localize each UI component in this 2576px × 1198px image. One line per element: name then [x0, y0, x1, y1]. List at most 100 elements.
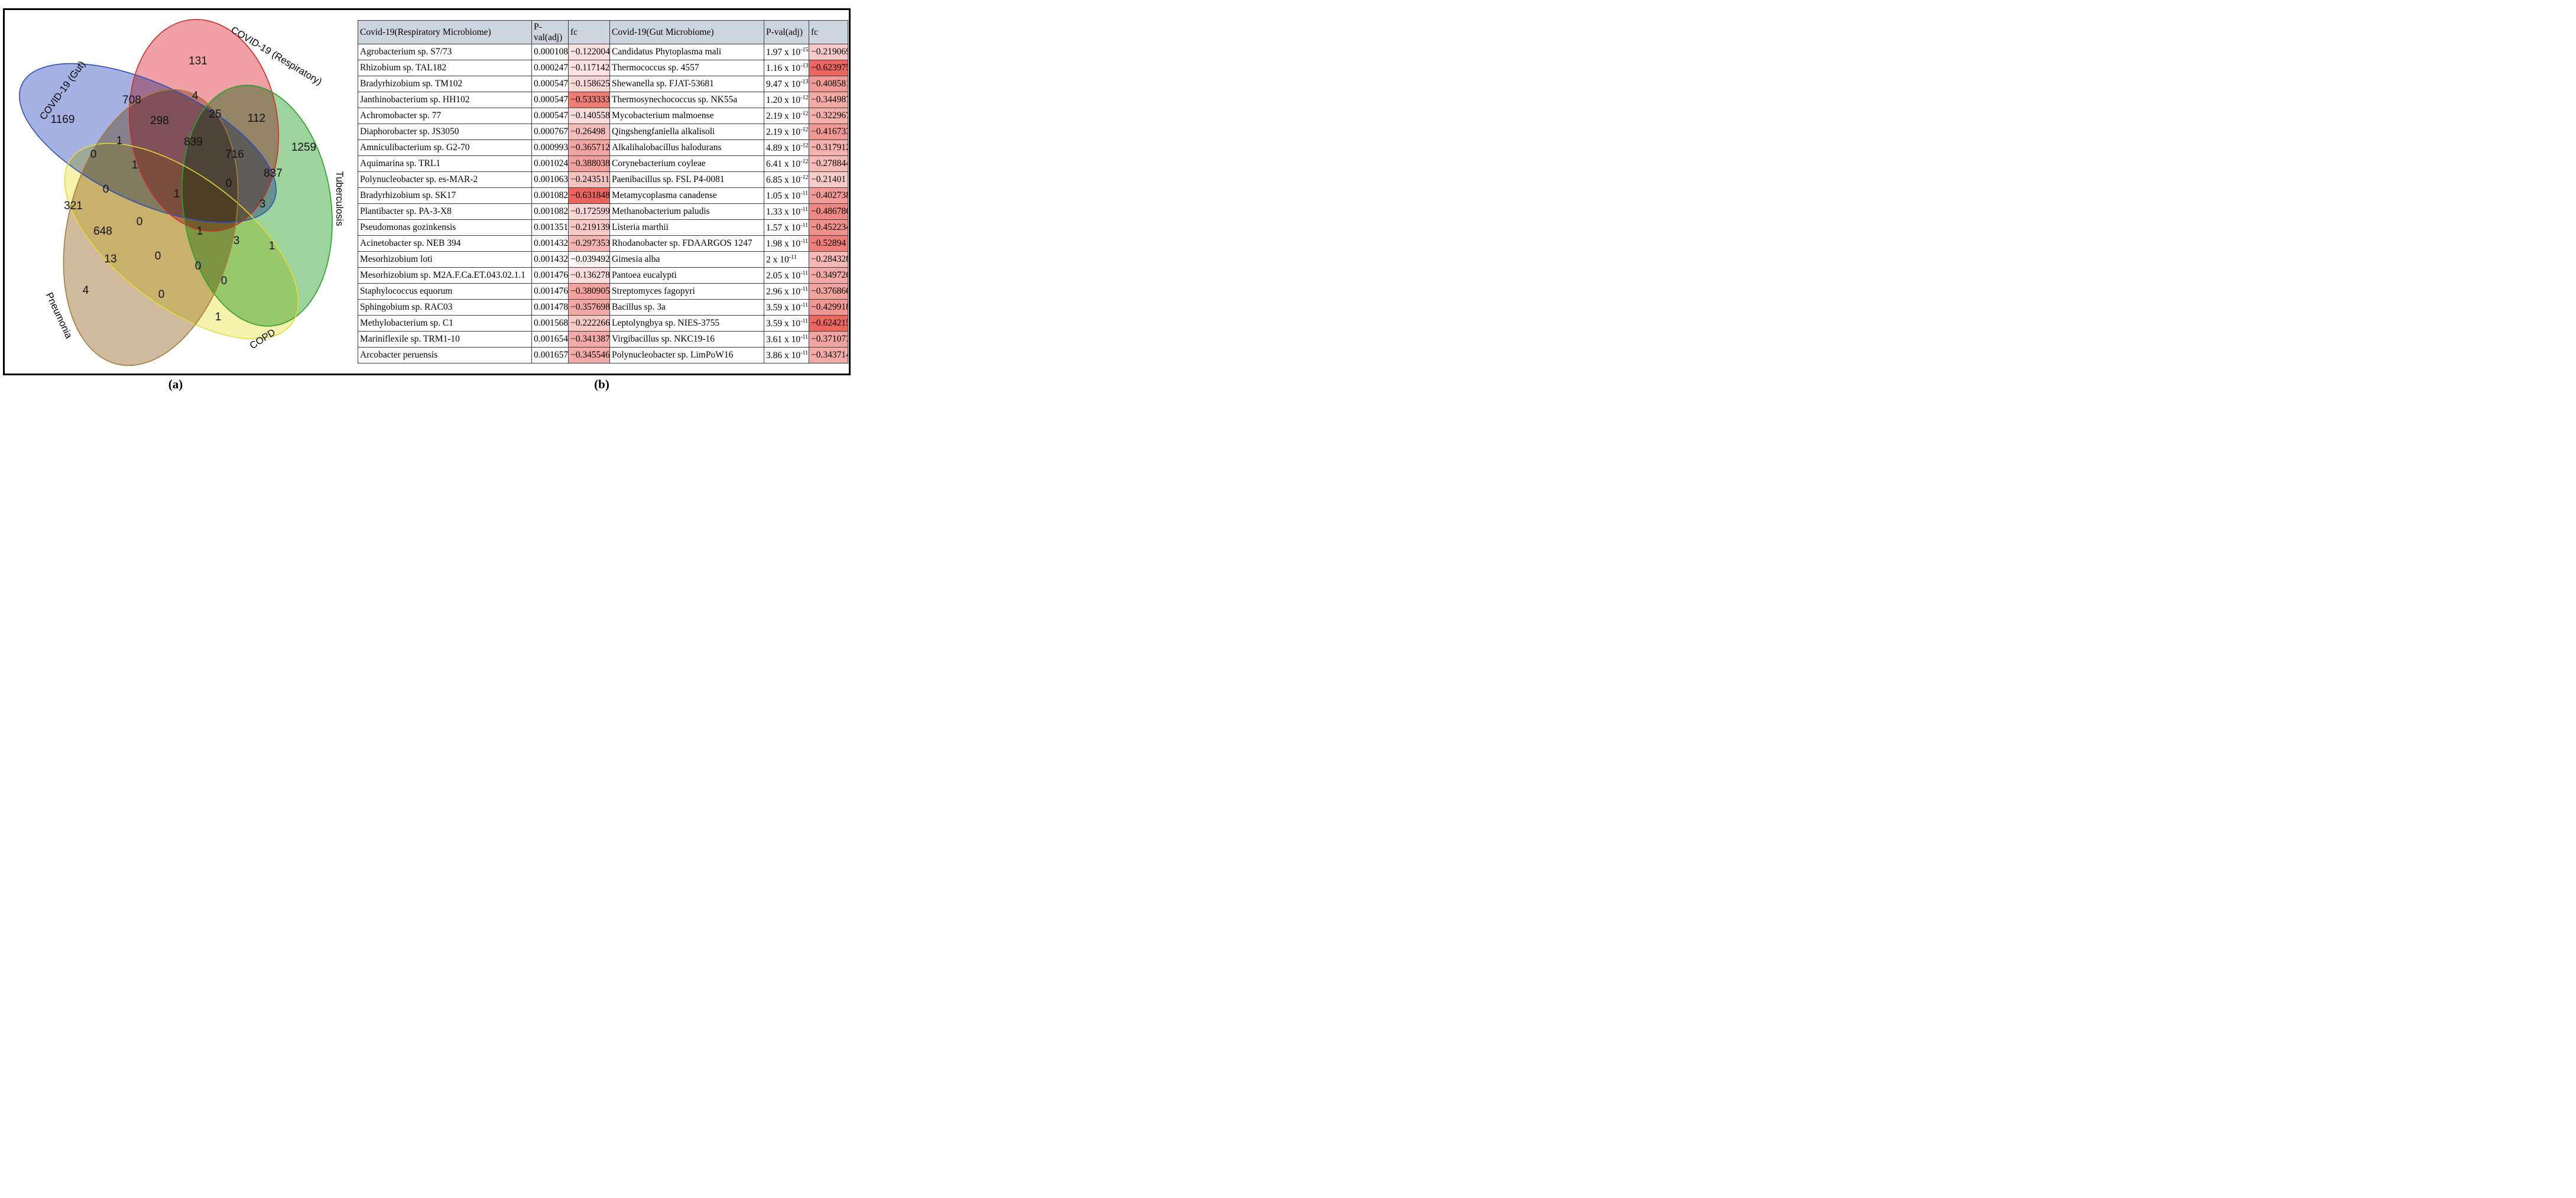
species-cell: Pseudomonas gozinkensis [358, 219, 532, 236]
table-row: Polynucleobacter sp. es-MAR-2 0.001063 −0.… [358, 171, 848, 188]
species-cell: Bacillus sp. 3a [609, 299, 764, 316]
pval-cell: 0.000993 [531, 139, 569, 156]
fc-cell: −0.388038 [568, 155, 610, 172]
pval-cell: 1.20 x 10-12 [764, 92, 809, 108]
species-cell: Candidatus Phytoplasma mali [609, 44, 764, 60]
species-cell: Listeria marthii [609, 219, 764, 236]
species-cell: Sphingobium sp. RAC03 [358, 299, 532, 316]
species-cell: Methanobacterium paludis [609, 203, 764, 220]
pval-exponent: -12 [800, 110, 809, 117]
species-cell: Janthinobacterium sp. HH102 [358, 92, 532, 108]
venn-region-count: 4 [192, 90, 199, 102]
fc-cell: −0.452234 [809, 219, 848, 236]
venn-region-count: 1 [269, 240, 275, 252]
species-cell: Mesorhizobium sp. M2A.F.Ca.ET.043.02.1.1 [358, 267, 532, 284]
pval-exponent: -12 [800, 174, 809, 181]
pval-cell: 0.001432 [531, 251, 569, 268]
pval-cell: 3.86 x 10-11 [764, 347, 809, 363]
species-cell: Qingshengfaniella alkalisoli [609, 124, 764, 140]
venn-region-count: 0 [158, 288, 165, 301]
pval-cell: 6.85 x 10-12 [764, 171, 809, 188]
fc-cell: −0.343714 [809, 347, 848, 363]
venn-region-count: 1 [132, 159, 138, 171]
venn-region-count: 0 [221, 275, 228, 287]
species-cell: Polynucleobacter sp. es-MAR-2 [358, 171, 532, 188]
fc-cell: −0.297353 [568, 235, 610, 252]
species-cell: Mariniflexile sp. TRM1-10 [358, 331, 532, 348]
species-cell: Thermosynechococcus sp. NK55a [609, 92, 764, 108]
pval-cell: 1.57 x 10-11 [764, 219, 809, 236]
table-row: Agrobacterium sp. S7/73 0.000108 −0.122004… [358, 44, 848, 60]
fc-cell: −0.341387 [568, 331, 610, 348]
pval-cell: 0.001657 [531, 347, 569, 363]
species-cell: Gimesia alba [609, 251, 764, 268]
species-cell: Staphylococcus equorum [358, 283, 532, 300]
venn-region-count: 0 [137, 216, 143, 228]
table-row: Janthinobacterium sp. HH102 0.000547 −0.53… [358, 92, 848, 108]
pval-cell: 2.05 x 10-11 [764, 267, 809, 284]
fc-cell: −0.243511 [568, 171, 610, 188]
pval-cell: 2.96 x 10-11 [764, 283, 809, 300]
figure-border-box: 131 708 4 25 112 1169 298 839 1 716 1259 0 1 837 0 0 1 32… [3, 8, 851, 375]
fc-cell: −0.402738 [809, 187, 848, 204]
pval-cell: 0.001432 [531, 235, 569, 252]
species-cell: Amniculibacterium sp. G2-70 [358, 139, 532, 156]
fc-cell: −0.345546 [568, 347, 610, 363]
fc-cell: −0.349726 [809, 267, 848, 284]
pval-exponent: -11 [800, 222, 809, 229]
species-cell: Leptolyngbya sp. NIES-3755 [609, 315, 764, 332]
pval-exponent: -11 [800, 190, 809, 197]
fc-cell: −0.624215 [809, 315, 848, 332]
species-cell: Metamycoplasma canadense [609, 187, 764, 204]
species-cell: Corynebacterium coyleae [609, 155, 764, 172]
pval-cell: 2.19 x 10-12 [764, 108, 809, 124]
venn-region-count: 1 [174, 188, 180, 200]
venn-set-label-tuberculosis: Tuberculosis [334, 171, 345, 226]
table-row: Achromobacter sp. 77 0.000547 −0.140558 Myc… [358, 108, 848, 124]
pval-exponent: -11 [800, 270, 809, 277]
species-cell: Achromobacter sp. 77 [358, 108, 532, 124]
fc-cell: −0.219139 [568, 219, 610, 236]
pval-cell: 0.001082 [531, 203, 569, 220]
fc-cell: −0.631848 [568, 187, 610, 204]
fc-cell: −0.371073 [809, 331, 848, 348]
pval-cell: 2.19 x 10-12 [764, 124, 809, 140]
table-row: Mesorhizobium sp. M2A.F.Ca.ET.043.02.1.1… [358, 267, 848, 284]
venn-region-count: 0 [90, 148, 97, 161]
species-cell: Bradyrhizobium sp. SK17 [358, 187, 532, 204]
column-header-0: Covid-19(Respiratory Microbiome) [358, 20, 532, 44]
pval-exponent: -11 [800, 333, 809, 340]
venn-region-count: 3 [259, 198, 266, 210]
table-row: Acinetobacter sp. NEB 394 0.001432 −0.2973… [358, 235, 848, 252]
species-cell: Streptomyces fagopyri [609, 283, 764, 300]
pval-exponent: -11 [800, 317, 809, 324]
species-cell: Acinetobacter sp. NEB 394 [358, 235, 532, 252]
venn-region-count: 837 [264, 167, 283, 180]
pval-exponent: -11 [789, 254, 797, 261]
table-row: Methylobacterium sp. C1 0.001568 −0.222266… [358, 315, 848, 332]
fc-cell: −0.219069 [809, 44, 848, 60]
fc-cell: −0.52894 [809, 235, 848, 252]
pval-cell: 0.000767 [531, 124, 569, 140]
fc-cell: −0.284328 [809, 251, 848, 268]
fc-cell: −0.26498 [568, 124, 610, 140]
fc-cell: −0.486786 [809, 203, 848, 220]
venn-region-count: 0 [103, 183, 109, 196]
table-row: Bradyrhizobium sp. SK17 0.001082 −0.631848… [358, 187, 848, 204]
venn-region-count: 0 [226, 177, 232, 190]
table-row: Diaphorobacter sp. JS3050 0.000767 −0.2649… [358, 124, 848, 140]
pval-cell: 9.47 x 10-13 [764, 76, 809, 92]
fc-cell: −0.322967 [809, 108, 848, 124]
table-row: Staphylococcus equorum 0.001476 −0.380905 S… [358, 283, 848, 300]
venn-set-fill-pneumonia [63, 89, 238, 366]
pval-cell: 0.001082 [531, 187, 569, 204]
pval-cell: 0.001024 [531, 155, 569, 172]
venn-region-count: 716 [225, 148, 244, 161]
pval-cell: 0.001568 [531, 315, 569, 332]
panel-a-caption: (a) [168, 377, 183, 391]
venn-region-count: 25 [209, 108, 221, 121]
species-cell: Shewanella sp. FJAT-53681 [609, 76, 764, 92]
fc-cell: −0.408581 [809, 76, 848, 92]
venn-region-count: 1259 [291, 141, 316, 154]
species-cell: Paenibacillus sp. FSL P4-0081 [609, 171, 764, 188]
